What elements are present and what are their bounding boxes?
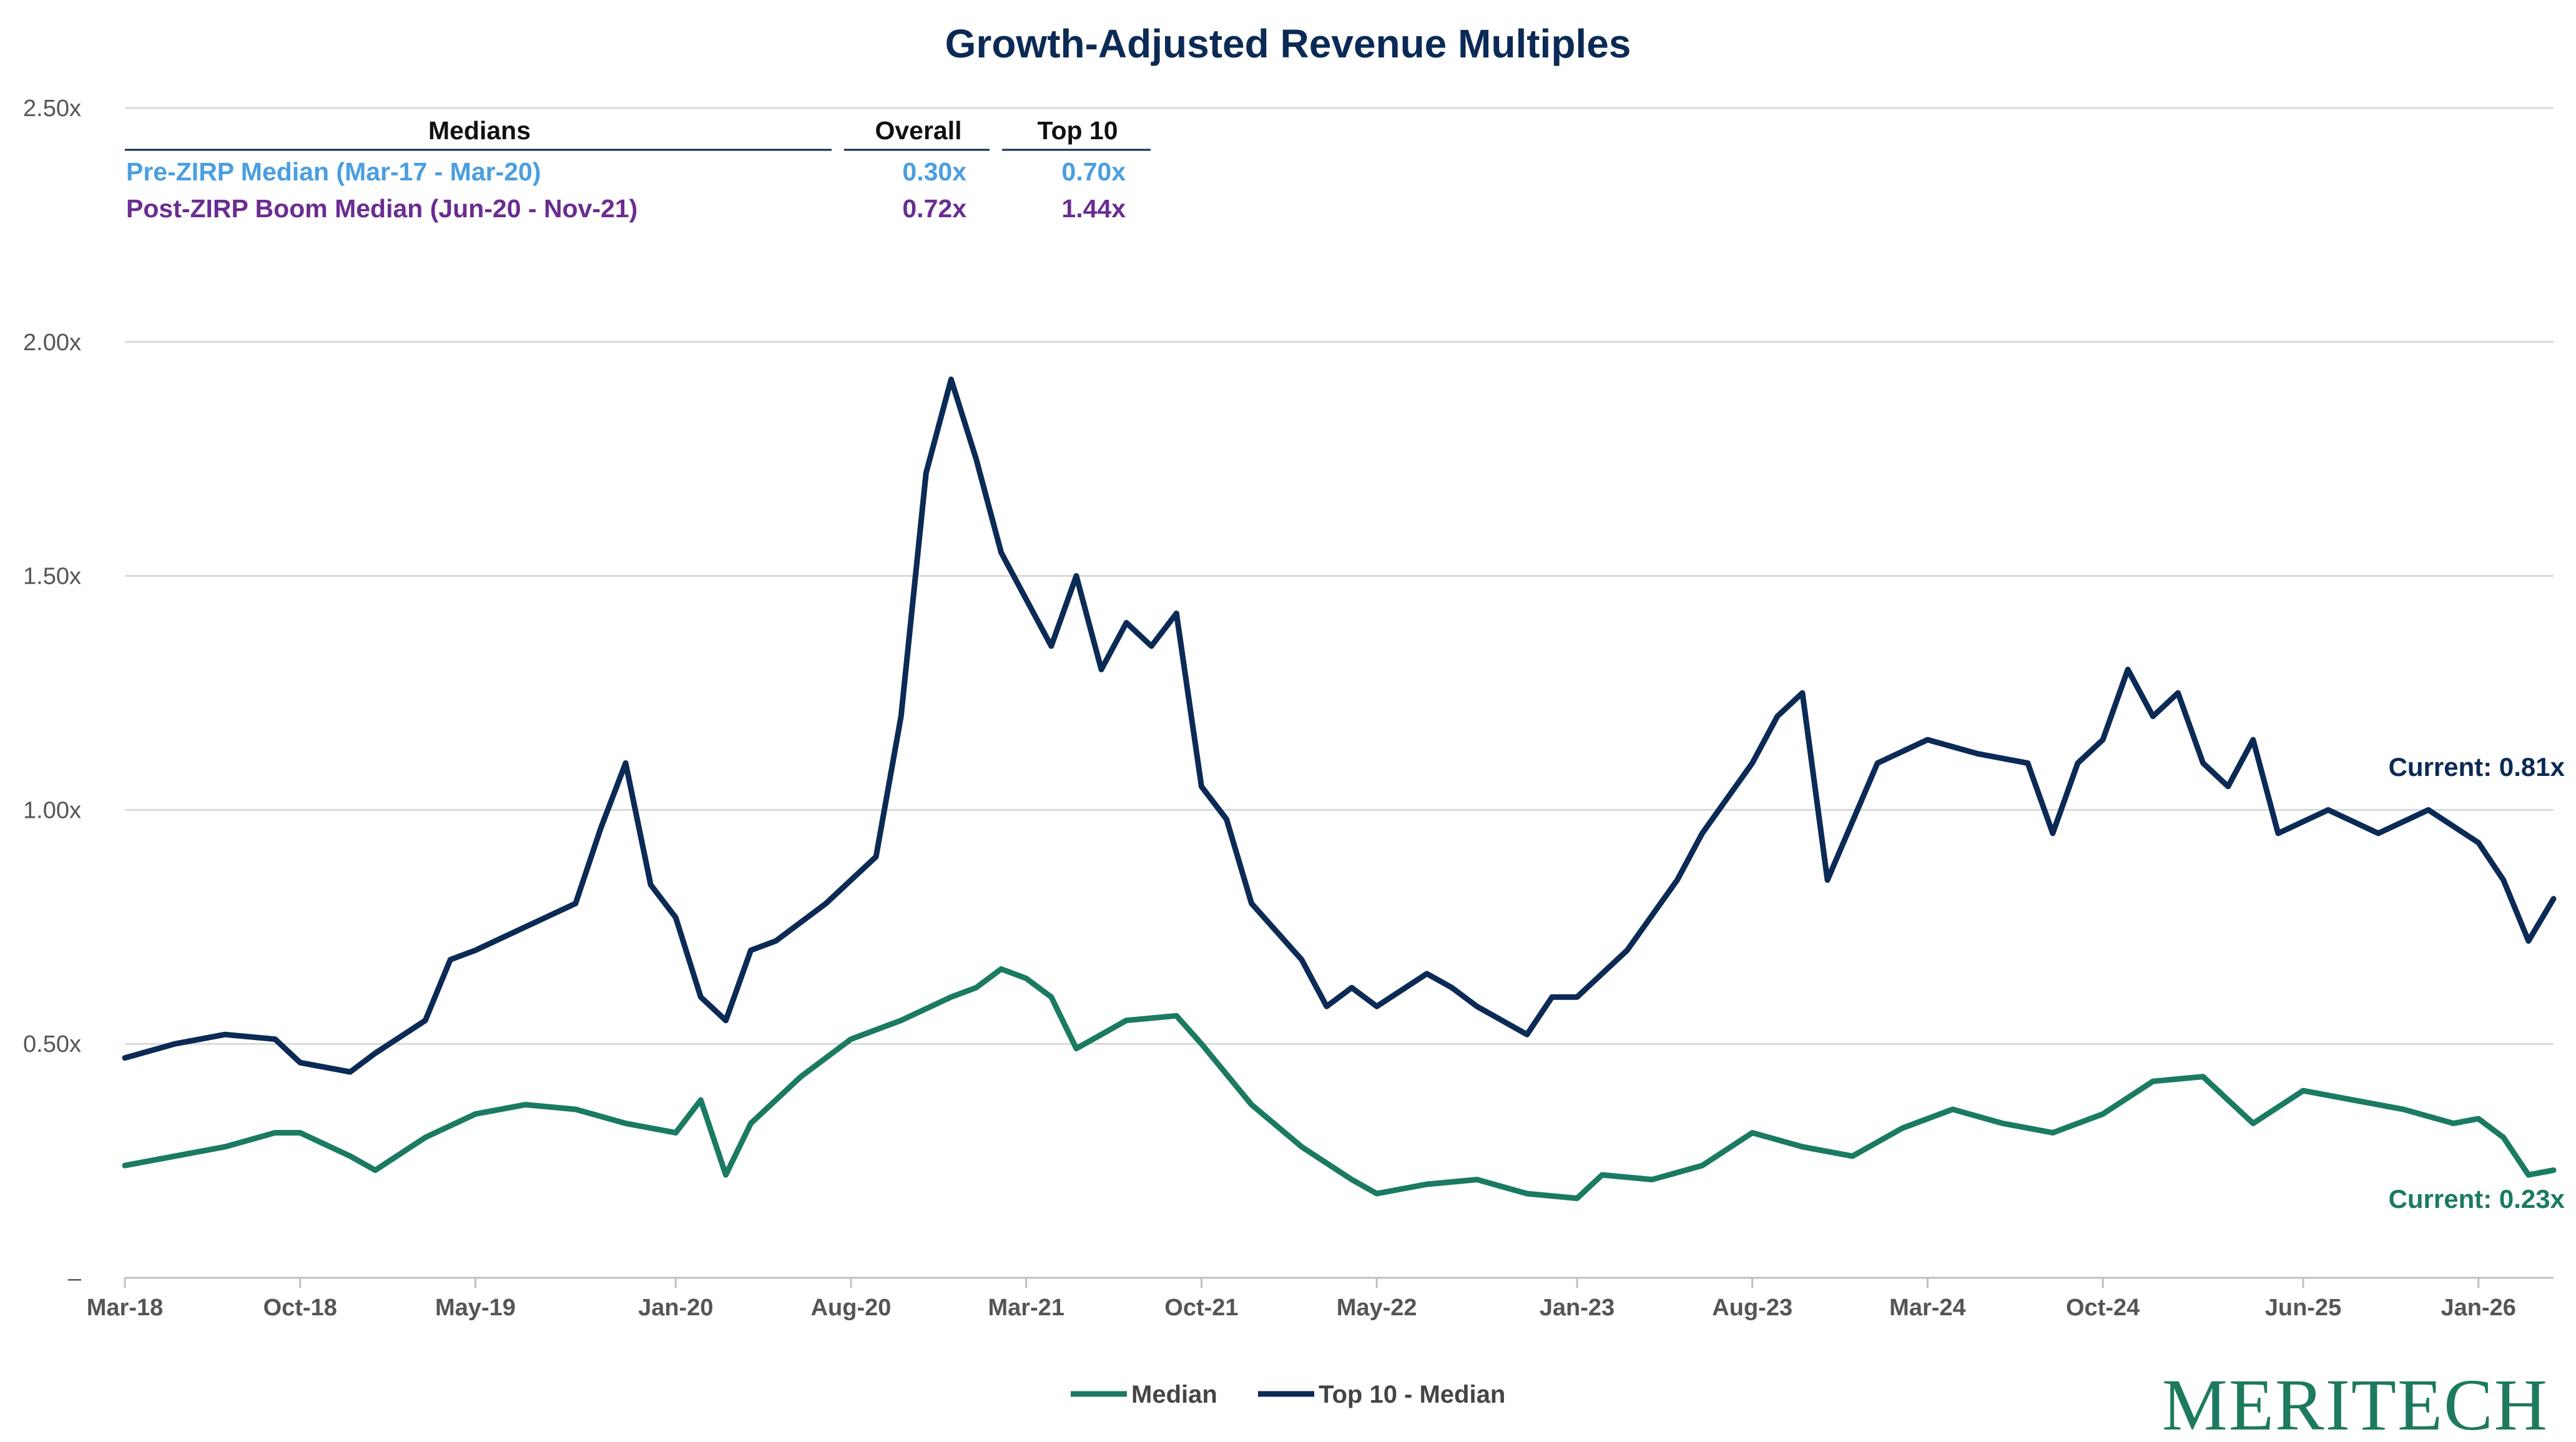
x-tick-label: Aug-20 bbox=[811, 1295, 892, 1321]
y-tick-label: 2.50x bbox=[23, 96, 81, 122]
x-axis-ticks: Mar-18 Oct-18 May-19 Jan-20 Aug-20 Mar-21 Oct-… bbox=[87, 1278, 2516, 1321]
table-row-post-zirp-overall: 0.72x bbox=[902, 194, 966, 223]
y-tick-label: 0.50x bbox=[23, 1031, 81, 1057]
meritech-logo: MERITECH bbox=[2162, 1364, 2549, 1442]
medians-table: Medians Overall Top 10 Pre-ZIRP Median (… bbox=[125, 116, 1151, 223]
x-tick-label: Oct-24 bbox=[2066, 1295, 2140, 1321]
table-header-medians: Medians bbox=[428, 116, 531, 145]
x-tick-label: Aug-23 bbox=[1712, 1295, 1792, 1321]
table-row-pre-zirp-overall: 0.30x bbox=[902, 157, 966, 186]
table-row-post-zirp-label: Post-ZIRP Boom Median (Jun-20 - Nov-21) bbox=[126, 194, 637, 223]
series-layer bbox=[122, 376, 2557, 1202]
current-top10-label: Current: 0.81x bbox=[2389, 752, 2565, 782]
y-tick-label: – bbox=[68, 1265, 82, 1292]
y-tick-label: 2.00x bbox=[23, 330, 81, 356]
x-tick-label: Oct-18 bbox=[263, 1295, 337, 1321]
legend-label-median: Median bbox=[1131, 1381, 1217, 1408]
series-line-top10-median bbox=[122, 376, 2557, 1075]
x-tick-label: Jan-23 bbox=[1540, 1295, 1615, 1321]
chart-title: Growth-Adjusted Revenue Multiples bbox=[945, 21, 1631, 66]
y-axis-ticks: – 0.50x 1.00x 1.50x 2.00x 2.50x bbox=[23, 96, 82, 1292]
gridlines bbox=[125, 107, 2554, 1045]
legend: Median Top 10 - Median bbox=[1071, 1381, 1505, 1408]
table-header-top10: Top 10 bbox=[1037, 116, 1118, 145]
x-tick-label: Jan-26 bbox=[2441, 1295, 2515, 1321]
x-tick-label: May-19 bbox=[435, 1295, 516, 1321]
x-tick-label: Oct-21 bbox=[1164, 1295, 1238, 1321]
x-tick-label: May-22 bbox=[1337, 1295, 1417, 1321]
x-tick-label: Jun-25 bbox=[2265, 1295, 2341, 1321]
table-row-pre-zirp-top10: 0.70x bbox=[1061, 157, 1126, 186]
legend-label-top10: Top 10 - Median bbox=[1319, 1381, 1505, 1408]
table-row-pre-zirp-label: Pre-ZIRP Median (Mar-17 - Mar-20) bbox=[126, 157, 541, 186]
x-tick-label: Mar-24 bbox=[1889, 1295, 1966, 1321]
series-line-median bbox=[122, 966, 2557, 1202]
x-tick-label: Mar-21 bbox=[988, 1295, 1064, 1321]
y-tick-label: 1.50x bbox=[23, 564, 81, 590]
y-tick-label: 1.00x bbox=[23, 797, 81, 823]
current-median-label: Current: 0.23x bbox=[2389, 1184, 2565, 1214]
table-row-post-zirp-top10: 1.44x bbox=[1061, 194, 1126, 223]
x-tick-label: Mar-18 bbox=[87, 1295, 164, 1321]
table-header-overall: Overall bbox=[875, 116, 961, 145]
x-tick-label: Jan-20 bbox=[638, 1295, 713, 1321]
